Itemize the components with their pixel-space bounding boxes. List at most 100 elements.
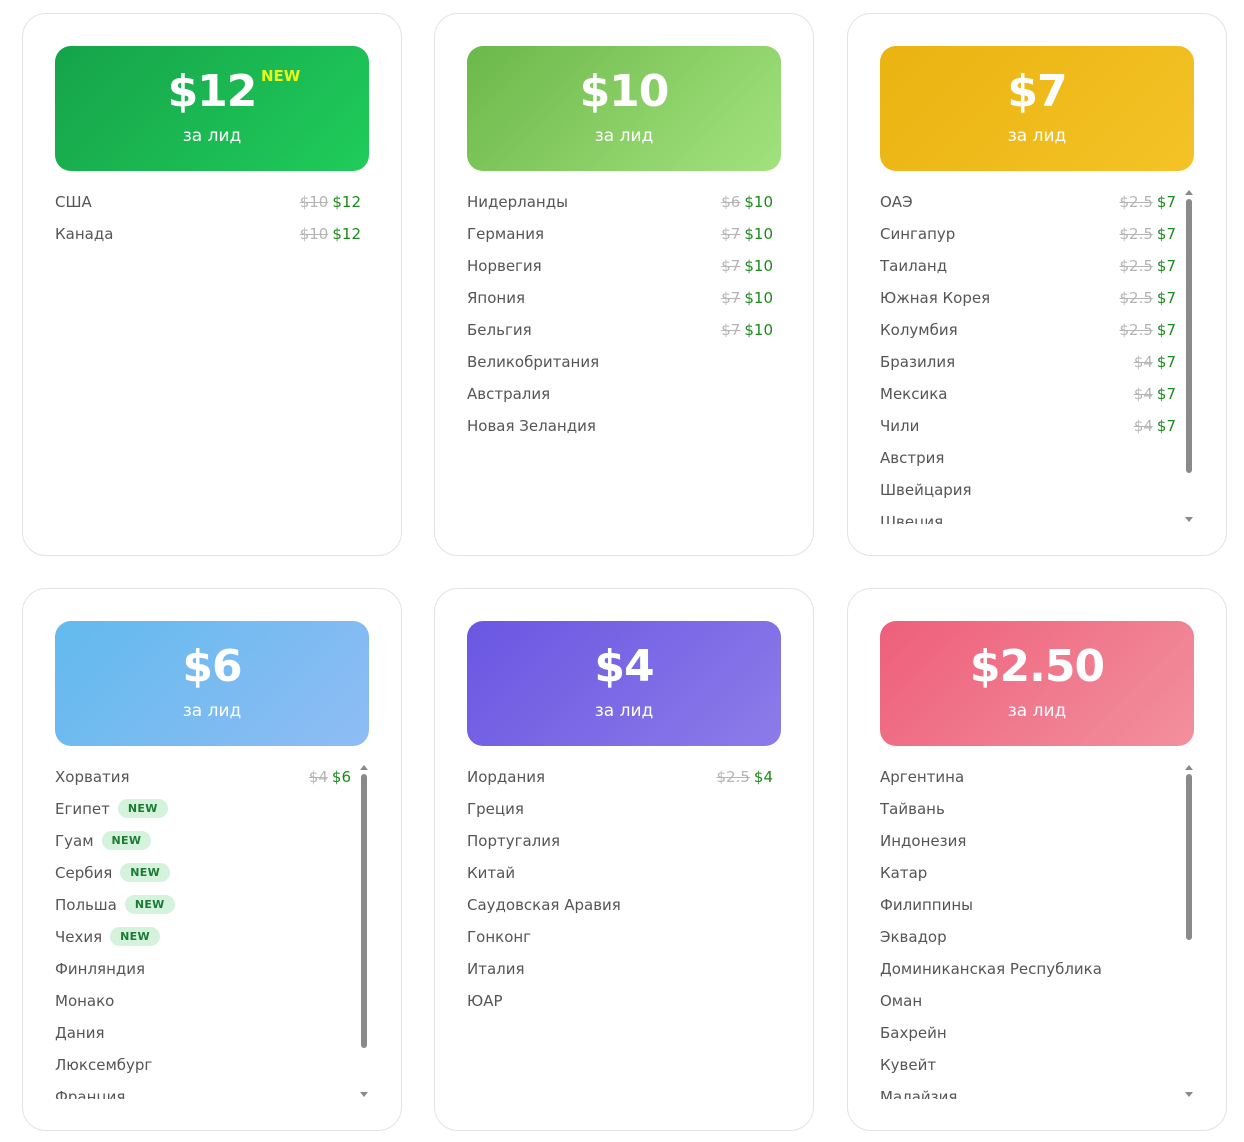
country-name: Бахрейн: [880, 1024, 947, 1042]
new-price: $7: [1156, 257, 1176, 275]
new-price: $10: [744, 289, 773, 307]
new-price: $7: [1156, 193, 1176, 211]
price-change: $10 $12: [300, 186, 361, 218]
country-row: Сингапур $2.5 $7: [880, 218, 1186, 250]
scroll-down-arrow-icon[interactable]: [360, 1092, 368, 1097]
country-name: Колумбия: [880, 321, 958, 339]
pricing-card-2-50: $2.50 за лид Аргентина Тайвань Индонезия Ка…: [847, 588, 1227, 1131]
price-value: $7: [1007, 66, 1067, 117]
old-price: $2.5: [1119, 257, 1153, 275]
new-price: $10: [744, 193, 773, 211]
country-name: Филиппины: [880, 896, 974, 914]
list-scrollbar[interactable]: [1184, 765, 1194, 1097]
country-name: Китай: [467, 864, 516, 882]
country-name: Саудовская Аравия: [467, 896, 621, 914]
price-change: $10 $12: [300, 218, 361, 250]
country-list[interactable]: Хорватия $4 $6 Египет NEW Гуам NEW Сербия NEW Пол…: [55, 761, 361, 1099]
country-list[interactable]: ОАЭ $2.5 $7 Сингапур $2.5 $7 Таиланд $2.5 $7 Южна…: [880, 186, 1186, 524]
old-price: $2.5: [1119, 225, 1153, 243]
scroll-up-arrow-icon[interactable]: [1185, 765, 1193, 770]
new-badge: NEW: [120, 862, 171, 882]
country-name: Канада: [55, 225, 114, 243]
price-new-badge: NEW: [261, 67, 301, 85]
country-row: Египет NEW: [55, 793, 361, 825]
country-name: Нидерланды: [467, 193, 568, 211]
country-name: Хорватия: [55, 768, 130, 786]
price-value: $12: [167, 66, 258, 117]
price-banner: $2.50 за лид: [880, 621, 1194, 746]
price-change: $2.5 $7: [1120, 282, 1177, 314]
country-row: Бельгия $7 $10: [467, 314, 773, 346]
country-row: Тайвань: [880, 793, 1186, 825]
country-row: ЮАР: [467, 985, 773, 1017]
country-row: Бахрейн: [880, 1017, 1186, 1049]
pricing-card-7: $7 за лид ОАЭ $2.5 $7 Сингапур $2.5 $7 Таиланд…: [847, 13, 1227, 556]
country-row: Великобритания: [467, 346, 773, 378]
country-row: Индонезия: [880, 825, 1186, 857]
country-name: Австралия: [467, 385, 551, 403]
new-badge: NEW: [101, 830, 152, 850]
price-change: $7 $10: [721, 314, 773, 346]
country-list[interactable]: Аргентина Тайвань Индонезия Катар Филиппины Э…: [880, 761, 1186, 1099]
country-row: Саудовская Аравия: [467, 889, 773, 921]
country-name: Сингапур: [880, 225, 956, 243]
new-price: $6: [331, 768, 351, 786]
scroll-up-arrow-icon[interactable]: [1185, 190, 1193, 195]
scroll-up-arrow-icon[interactable]: [360, 765, 368, 770]
country-name: Гонконг: [467, 928, 532, 946]
country-name: Тайвань: [880, 800, 945, 818]
old-price: $4: [1133, 417, 1153, 435]
country-name: Кувейт: [880, 1056, 937, 1074]
country-row: Норвегия $7 $10: [467, 250, 773, 282]
country-name: Малайзия: [880, 1088, 958, 1099]
old-price: $4: [1133, 353, 1153, 371]
scroll-down-arrow-icon[interactable]: [1185, 1092, 1193, 1097]
country-name: Бельгия: [467, 321, 532, 339]
country-row: Италия: [467, 953, 773, 985]
country-row: Гуам NEW: [55, 825, 361, 857]
scroll-down-arrow-icon[interactable]: [1185, 517, 1193, 522]
price-unit: за лид: [182, 701, 242, 721]
country-row: Португалия: [467, 825, 773, 857]
new-price: $7: [1156, 385, 1176, 403]
country-row: Польша NEW: [55, 889, 361, 921]
new-badge: NEW: [117, 798, 168, 818]
old-price: $2.5: [1119, 321, 1153, 339]
price-change: $2.5 $4: [717, 761, 774, 793]
country-name: Дания: [55, 1024, 105, 1042]
country-name: ЮАР: [467, 992, 503, 1010]
price-unit: за лид: [594, 126, 654, 146]
country-name: Польша: [55, 896, 117, 914]
new-price: $10: [744, 321, 773, 339]
pricing-card-10: $10 за лид Нидерланды $6 $10 Германия $7 $10 Н…: [434, 13, 814, 556]
country-row: Сербия NEW: [55, 857, 361, 889]
old-price: $10: [299, 193, 329, 211]
price-change: $2.5 $7: [1120, 250, 1177, 282]
country-row: Катар: [880, 857, 1186, 889]
new-price: $7: [1156, 353, 1176, 371]
country-row: США $10 $12: [55, 186, 361, 218]
price-change: $7 $10: [721, 218, 773, 250]
price-banner: $7 за лид: [880, 46, 1194, 171]
pricing-card-4: $4 за лид Иордания $2.5 $4 Греция Португалия…: [434, 588, 814, 1131]
new-price: $7: [1156, 289, 1176, 307]
country-row: Гонконг: [467, 921, 773, 953]
scrollbar-thumb[interactable]: [361, 774, 367, 1048]
price-change: $4 $7: [1134, 378, 1176, 410]
new-price: $12: [332, 225, 361, 243]
old-price: $10: [299, 225, 329, 243]
price-banner: $4 за лид: [467, 621, 781, 746]
scrollbar-thumb[interactable]: [1186, 774, 1192, 940]
country-list: Нидерланды $6 $10 Германия $7 $10 Норвегия $7 $1…: [467, 186, 773, 526]
country-row: Германия $7 $10: [467, 218, 773, 250]
scrollbar-thumb[interactable]: [1186, 199, 1192, 473]
country-row: Чили $4 $7: [880, 410, 1186, 442]
country-name: Доминиканская Республика: [880, 960, 1102, 978]
new-badge: NEW: [124, 894, 175, 914]
country-name: Иордания: [467, 768, 546, 786]
list-scrollbar[interactable]: [359, 765, 369, 1097]
list-scrollbar[interactable]: [1184, 190, 1194, 522]
country-row: Филиппины: [880, 889, 1186, 921]
country-row: Чехия NEW: [55, 921, 361, 953]
country-name: Португалия: [467, 832, 561, 850]
